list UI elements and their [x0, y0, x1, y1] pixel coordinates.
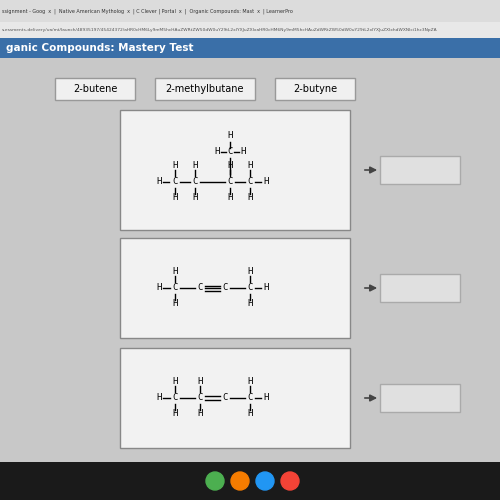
- Bar: [120, 238, 350, 338]
- Text: C: C: [222, 394, 228, 402]
- Bar: [55, 78, 135, 100]
- Text: H: H: [264, 394, 268, 402]
- Text: H: H: [248, 194, 252, 202]
- Text: H: H: [228, 194, 232, 202]
- Text: H: H: [172, 162, 178, 170]
- Text: H: H: [248, 378, 252, 386]
- Text: H: H: [172, 378, 178, 386]
- Text: H: H: [172, 300, 178, 308]
- Text: H: H: [228, 162, 232, 170]
- Text: H: H: [240, 148, 246, 156]
- Bar: [155, 78, 255, 100]
- Text: H: H: [228, 132, 232, 140]
- Text: C: C: [172, 178, 178, 186]
- Text: H: H: [248, 300, 252, 308]
- Text: C: C: [248, 178, 252, 186]
- Text: C: C: [172, 394, 178, 402]
- Text: H: H: [264, 178, 268, 186]
- Text: C: C: [198, 394, 202, 402]
- Text: H: H: [172, 268, 178, 276]
- Text: 2-butyne: 2-butyne: [293, 84, 337, 94]
- Circle shape: [206, 472, 224, 490]
- Text: C: C: [222, 284, 228, 292]
- Text: C: C: [228, 178, 232, 186]
- Circle shape: [281, 472, 299, 490]
- Bar: [380, 384, 460, 412]
- Text: H: H: [248, 162, 252, 170]
- Circle shape: [256, 472, 274, 490]
- Bar: [275, 78, 355, 100]
- Text: 2-methylbutane: 2-methylbutane: [166, 84, 244, 94]
- Circle shape: [231, 472, 249, 490]
- Text: H: H: [248, 410, 252, 418]
- Bar: [380, 156, 460, 184]
- Text: H: H: [198, 410, 202, 418]
- Text: H: H: [198, 378, 202, 386]
- Bar: [0, 38, 500, 58]
- Bar: [120, 110, 350, 230]
- Text: C: C: [248, 284, 252, 292]
- Text: C: C: [172, 284, 178, 292]
- Text: H: H: [156, 284, 162, 292]
- Text: H: H: [192, 162, 198, 170]
- Text: C: C: [192, 178, 198, 186]
- Text: H: H: [214, 148, 220, 156]
- Text: H: H: [156, 394, 162, 402]
- Bar: [0, 462, 500, 500]
- Text: H: H: [156, 178, 162, 186]
- Bar: [120, 348, 350, 448]
- Text: ganic Compounds: Mastery Test: ganic Compounds: Mastery Test: [6, 43, 194, 53]
- Text: H: H: [192, 194, 198, 202]
- Text: ssignment - Goog  x  |  Native American Mytholog  x  | C Clever | Portal  x  |  : ssignment - Goog x | Native American Myt…: [2, 8, 293, 14]
- Text: C: C: [228, 148, 232, 156]
- Text: C: C: [198, 284, 202, 292]
- Text: 2-butene: 2-butene: [73, 84, 117, 94]
- Bar: [0, 0, 500, 22]
- Text: H: H: [172, 410, 178, 418]
- Text: H: H: [248, 268, 252, 276]
- Text: C: C: [248, 394, 252, 402]
- Text: H: H: [172, 194, 178, 202]
- Text: H: H: [264, 284, 268, 292]
- Bar: [380, 274, 460, 302]
- Bar: [0, 22, 500, 38]
- Bar: [0, 58, 500, 500]
- Text: s-essments-delivery/ua/mt/launch/48935197/45424372/aHR0cHM6Ly9mM5hcHAuZWRtZW50dW: s-essments-delivery/ua/mt/launch/4893519…: [2, 28, 438, 32]
